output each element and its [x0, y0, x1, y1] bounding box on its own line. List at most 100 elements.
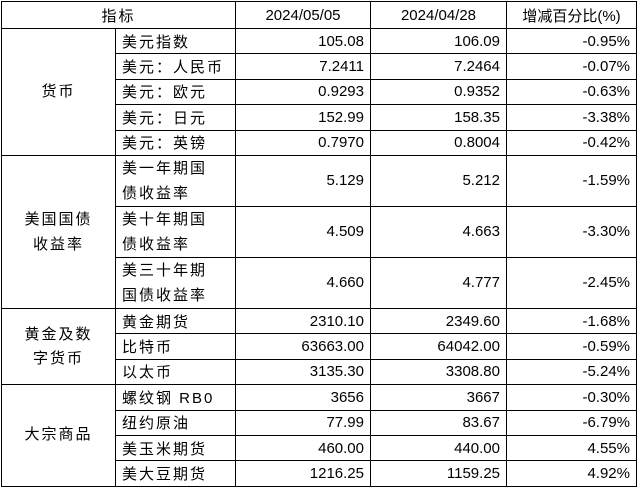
header-change: 增减百分比(%) — [506, 1, 637, 29]
table-row: 美国国债收益率 美一年期国债收益率 5.129 5.212 -1.59% — [1, 154, 637, 309]
name-cell: 美三十年期国债收益率 — [115, 256, 236, 309]
change-percent: -0.63% — [506, 78, 637, 106]
indicator-name: 美元：人民币 — [122, 59, 225, 77]
table-row: 美十年期国债收益率 4.509 4.663 -3.30% — [2, 205, 637, 258]
value-current: 7.2411 — [235, 53, 371, 80]
indicator-name: 美元：日元 — [122, 109, 208, 127]
change-percent: -2.45% — [506, 256, 637, 309]
value-current: 105.08 — [235, 27, 371, 55]
value-previous: 3667 — [370, 384, 507, 411]
indicator-name: 黄金期货 — [122, 313, 191, 331]
value-previous: 2349.60 — [370, 307, 507, 335]
indicator-name: 美三十年期国债收益率 — [122, 261, 208, 304]
table-row: 以太币 3135.30 3308.80 -5.24% — [2, 358, 637, 386]
value-previous: 4.663 — [370, 205, 507, 258]
category-label: 美国国债收益率 — [24, 210, 93, 253]
value-current: 2310.10 — [235, 307, 371, 335]
name-cell: 美玉米期货 — [115, 434, 236, 462]
value-previous: 0.8004 — [370, 129, 507, 156]
change-percent: -0.07% — [506, 53, 637, 80]
name-cell: 美元：日元 — [115, 104, 236, 131]
value-current: 5.129 — [235, 154, 371, 207]
value-previous: 64042.00 — [370, 333, 507, 360]
change-percent: -1.68% — [506, 307, 637, 335]
value-previous: 7.2464 — [370, 53, 507, 80]
category-cell: 大宗商品 — [1, 384, 116, 487]
name-cell: 美元：欧元 — [115, 78, 236, 106]
name-cell: 纽约原油 — [115, 409, 236, 436]
table-row: 美大豆期货 1216.25 1159.25 4.92% — [2, 460, 637, 487]
table-row: 美玉米期货 460.00 440.00 4.55% — [2, 434, 637, 462]
change-percent: -3.30% — [506, 205, 637, 258]
indicator-name: 以太币 — [122, 364, 174, 382]
table-row: 美元：日元 152.99 158.35 -3.38% — [2, 104, 637, 131]
table-row: 大宗商品 螺纹钢 RB0 3656 3667 -0.30% — [1, 384, 637, 487]
value-current: 63663.00 — [235, 333, 371, 360]
table-row: 美元：英镑 0.7970 0.8004 -0.42% — [2, 129, 637, 156]
change-percent: -0.95% — [506, 27, 637, 55]
value-current: 0.9293 — [235, 78, 371, 106]
indicator-name: 美玉米期货 — [122, 440, 208, 458]
value-previous: 106.09 — [370, 27, 507, 55]
value-previous: 5.212 — [370, 154, 507, 207]
name-cell: 比特币 — [115, 333, 236, 360]
value-current: 4.660 — [235, 256, 371, 309]
name-cell: 美元指数 — [115, 27, 236, 55]
name-cell: 美元：英镑 — [115, 129, 236, 156]
value-previous: 440.00 — [370, 434, 507, 462]
value-current: 3656 — [235, 384, 371, 411]
indicator-name: 美大豆期货 — [122, 465, 208, 483]
category-label: 货币 — [41, 82, 76, 100]
table-row: 黄金及数字货币 黄金期货 2310.10 2349.60 -1.68% — [1, 307, 637, 386]
value-current: 460.00 — [235, 434, 371, 462]
table-row: 美元：人民币 7.2411 7.2464 -0.07% — [2, 53, 637, 80]
table-row: 美元：欧元 0.9293 0.9352 -0.63% — [2, 78, 637, 106]
category-cell: 美国国债收益率 — [1, 154, 116, 309]
category-cell: 黄金及数字货币 — [1, 307, 116, 386]
indicator-name: 美一年期国债收益率 — [122, 159, 208, 202]
indicator-name: 螺纹钢 RB0 — [122, 389, 215, 407]
indicator-name: 美十年期国债收益率 — [122, 210, 208, 253]
indicator-name: 美元：英镑 — [122, 135, 208, 153]
name-cell: 螺纹钢 RB0 — [115, 384, 236, 411]
table-row: 比特币 63663.00 64042.00 -0.59% — [2, 333, 637, 360]
table-row: 货币 美元指数 105.08 106.09 -0.95% — [1, 27, 637, 156]
value-previous: 0.9352 — [370, 78, 507, 106]
name-cell: 美十年期国债收益率 — [115, 205, 236, 258]
table-row: 纽约原油 77.99 83.67 -6.79% — [2, 409, 637, 436]
indicator-name: 纽约原油 — [122, 415, 191, 433]
value-current: 3135.30 — [235, 358, 371, 386]
header-indicator: 指标 — [1, 1, 236, 29]
change-percent: -3.38% — [506, 104, 637, 131]
change-percent: -5.24% — [506, 358, 637, 386]
value-previous: 83.67 — [370, 409, 507, 436]
value-previous: 4.777 — [370, 256, 507, 309]
value-current: 152.99 — [235, 104, 371, 131]
value-previous: 3308.80 — [370, 358, 507, 386]
indicator-name: 美元指数 — [122, 33, 191, 51]
value-previous: 1159.25 — [370, 460, 507, 487]
name-cell: 美大豆期货 — [115, 460, 236, 487]
name-cell: 黄金期货 — [115, 307, 236, 335]
change-percent: 4.55% — [506, 434, 637, 462]
name-cell: 美一年期国债收益率 — [115, 154, 236, 207]
value-previous: 158.35 — [370, 104, 507, 131]
change-percent: -0.59% — [506, 333, 637, 360]
header-date2: 2024/04/28 — [370, 1, 507, 29]
header-row: 指标 2024/05/05 2024/04/28 增减百分比(%) — [1, 1, 637, 29]
change-percent: -0.42% — [506, 129, 637, 156]
value-current: 1216.25 — [235, 460, 371, 487]
category-cell: 货币 — [1, 28, 116, 156]
value-current: 4.509 — [235, 205, 371, 258]
change-percent: 4.92% — [506, 460, 637, 487]
indicator-name: 比特币 — [122, 339, 174, 357]
change-percent: -6.79% — [506, 409, 637, 436]
change-percent: -0.30% — [506, 384, 637, 411]
name-cell: 美元：人民币 — [115, 53, 236, 80]
value-current: 77.99 — [235, 409, 371, 436]
name-cell: 以太币 — [115, 358, 236, 386]
category-label: 黄金及数字货币 — [24, 325, 93, 367]
header-date1: 2024/05/05 — [235, 1, 371, 29]
indicator-name: 美元：欧元 — [122, 84, 208, 102]
